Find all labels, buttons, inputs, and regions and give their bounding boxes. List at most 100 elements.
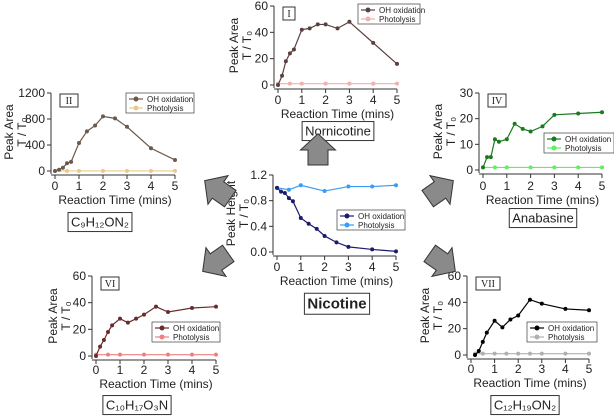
data-point xyxy=(512,121,517,126)
x-tick-label: 1 xyxy=(503,179,510,193)
compound-name-box xyxy=(67,212,133,233)
series-line xyxy=(277,21,398,86)
x-tick-label: 2 xyxy=(100,179,107,193)
y-axis-label: Peak Area xyxy=(431,103,445,159)
series-photolysis xyxy=(94,352,218,357)
data-point xyxy=(473,353,478,357)
x-tick-label: 0 xyxy=(468,362,475,376)
y-tick-label: 60 xyxy=(255,0,269,13)
y-tick-label: 40 xyxy=(255,25,269,39)
x-tick-label: 2 xyxy=(322,93,329,107)
legend-box xyxy=(526,321,598,343)
data-point xyxy=(280,73,285,78)
x-axis-label: Reaction Time (mins) xyxy=(281,107,394,121)
data-point xyxy=(370,247,375,252)
data-point xyxy=(125,168,129,173)
data-point xyxy=(57,167,62,172)
compound-name: Nornicotine xyxy=(305,124,371,139)
y-tick-label: 0 xyxy=(454,348,461,362)
legend-swatch-marker xyxy=(551,145,557,151)
legend-label: OH oxidation xyxy=(548,324,594,333)
data-point xyxy=(508,317,513,322)
legend-label: Photolysis xyxy=(173,333,209,342)
data-point xyxy=(315,22,320,27)
legend-box xyxy=(543,132,614,154)
y-axis-label: Peak Area xyxy=(227,17,241,73)
x-tick-label: 3 xyxy=(165,363,172,377)
data-point xyxy=(287,81,292,86)
data-point xyxy=(290,199,295,204)
y-tick-label: 0 xyxy=(38,164,45,178)
data-point xyxy=(323,22,328,27)
x-tick-label: 1 xyxy=(491,362,498,376)
data-point xyxy=(166,352,170,357)
data-point xyxy=(563,351,568,356)
data-point xyxy=(65,161,69,166)
data-point xyxy=(492,165,497,170)
series-photolysis xyxy=(481,165,604,170)
data-point xyxy=(347,81,352,86)
data-point xyxy=(154,304,158,309)
data-point xyxy=(275,185,279,190)
reaction-arrow-icon xyxy=(423,244,456,278)
data-point xyxy=(528,351,532,356)
y-axis-label: T / T₀ xyxy=(431,301,445,330)
x-tick-label: 5 xyxy=(586,362,593,376)
y-axis-label: T / T₀ xyxy=(240,31,254,60)
compound-name: C₁₂H₁₉ON₂ xyxy=(494,398,556,413)
data-point xyxy=(371,81,376,86)
data-point xyxy=(600,110,604,115)
x-axis-label: Reaction Time (mins) xyxy=(486,193,599,207)
series-photolysis xyxy=(276,81,399,86)
y-tick-label: 0.8 xyxy=(250,194,267,208)
data-point xyxy=(299,81,304,86)
panel-numeral: VI xyxy=(105,279,116,290)
legend-swatch-marker xyxy=(365,16,371,22)
data-point xyxy=(98,344,103,349)
y-tick-label: 60 xyxy=(73,269,87,283)
y-tick-label: 20 xyxy=(73,322,87,336)
compound-name: Nicotine xyxy=(307,295,366,312)
data-point xyxy=(395,61,399,66)
x-tick-label: 1 xyxy=(117,363,124,377)
data-point xyxy=(93,123,98,128)
data-point xyxy=(149,168,153,173)
x-tick-label: 4 xyxy=(148,179,155,193)
x-tick-label: 2 xyxy=(527,179,534,193)
legend-swatch-marker xyxy=(133,105,139,111)
data-point xyxy=(322,189,327,194)
data-point xyxy=(279,189,284,194)
data-point xyxy=(539,351,544,356)
legend-label: OH oxidation xyxy=(565,135,611,144)
data-point xyxy=(134,316,139,321)
data-point xyxy=(394,183,398,188)
x-tick-label: 2 xyxy=(141,363,148,377)
data-point xyxy=(101,338,106,342)
reaction-arrow-icon xyxy=(202,244,235,278)
data-point xyxy=(484,330,489,335)
data-point xyxy=(142,312,146,317)
legend-swatch-marker xyxy=(551,136,557,142)
x-tick-label: 3 xyxy=(346,93,353,107)
legend-label: Photolysis xyxy=(147,104,183,113)
y-tick-label: 20 xyxy=(460,112,474,126)
x-tick-label: 3 xyxy=(345,260,352,274)
data-point xyxy=(125,320,130,325)
data-point xyxy=(520,126,525,131)
data-point xyxy=(346,244,351,249)
panel-numeral-box xyxy=(475,276,501,291)
series-oh-oxidation xyxy=(53,114,177,173)
legend-swatch-marker xyxy=(344,222,350,228)
y-tick-label: 20 xyxy=(255,52,269,66)
x-tick-label: 1 xyxy=(298,93,305,107)
data-point xyxy=(84,129,89,134)
data-point xyxy=(190,352,194,357)
series-photolysis xyxy=(275,183,398,194)
x-tick-label: 4 xyxy=(575,179,582,193)
